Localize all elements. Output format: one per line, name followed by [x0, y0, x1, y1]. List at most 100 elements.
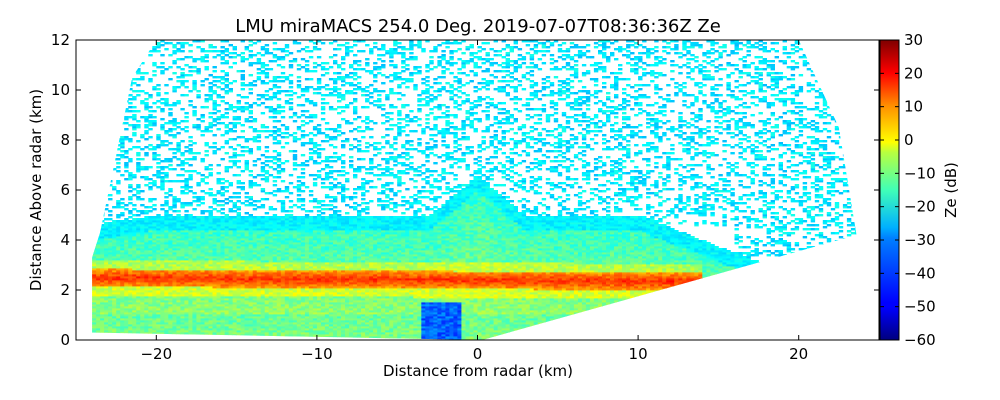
reflectivity-cell — [481, 312, 486, 315]
reflectivity-cell — [513, 304, 518, 307]
reflectivity-cell — [481, 306, 486, 309]
reflectivity-cell — [300, 320, 306, 323]
reflectivity-cell — [417, 322, 422, 325]
reflectivity-cell — [521, 330, 527, 333]
reflectivity-cell — [762, 330, 767, 333]
reflectivity-cell — [662, 310, 667, 313]
reflectivity-cell — [726, 290, 731, 293]
reflectivity-cell — [545, 322, 551, 325]
reflectivity-cell — [465, 304, 470, 307]
reflectivity-cell — [296, 322, 302, 325]
reflectivity-cell — [240, 284, 245, 287]
reflectivity-cell — [272, 328, 278, 331]
reflectivity-cell — [674, 318, 679, 321]
reflectivity-cell — [188, 294, 193, 297]
reflectivity-cell — [288, 316, 294, 319]
reflectivity-cell — [365, 288, 370, 291]
reflectivity-cell — [622, 304, 627, 307]
reflectivity-cell — [300, 328, 306, 331]
reflectivity-cell — [204, 294, 209, 297]
reflectivity-cell — [349, 284, 354, 287]
reflectivity-cell — [244, 322, 249, 325]
reflectivity-cell — [288, 320, 294, 323]
reflectivity-cell — [216, 332, 221, 335]
reflectivity-cell — [766, 316, 771, 319]
reflectivity-cell — [144, 308, 149, 311]
reflectivity-cell — [160, 296, 165, 299]
reflectivity-cell — [706, 284, 711, 287]
reflectivity-cell — [622, 292, 627, 295]
reflectivity-cell — [224, 318, 229, 321]
reflectivity-cell — [863, 300, 867, 302]
reflectivity-cell — [425, 336, 430, 339]
reflectivity-cell — [505, 296, 510, 299]
reflectivity-cell — [846, 334, 852, 337]
reflectivity-cell — [300, 312, 306, 315]
reflectivity-cell — [782, 328, 787, 331]
reflectivity-cell — [132, 334, 137, 337]
reflectivity-cell — [477, 292, 482, 295]
reflectivity-cell — [421, 322, 426, 325]
reflectivity-cell — [461, 294, 466, 297]
reflectivity-cell — [493, 320, 498, 323]
reflectivity-cell — [545, 300, 551, 303]
reflectivity-cell — [662, 324, 667, 327]
reflectivity-cell — [786, 312, 792, 315]
reflectivity-cell — [754, 336, 759, 339]
reflectivity-cell — [381, 320, 386, 323]
reflectivity-cell — [100, 290, 105, 293]
reflectivity-cell — [184, 312, 189, 315]
reflectivity-cell — [589, 294, 595, 297]
reflectivity-cell — [228, 304, 233, 307]
reflectivity-cell — [264, 310, 270, 313]
reflectivity-cell — [690, 324, 695, 327]
reflectivity-cell — [477, 318, 482, 321]
reflectivity-cell — [92, 316, 97, 319]
reflectivity-cell — [634, 286, 639, 289]
reflectivity-cell — [224, 282, 229, 285]
reflectivity-cell — [658, 288, 663, 291]
reflectivity-cell — [750, 284, 755, 287]
reflectivity-cell — [585, 330, 591, 333]
reflectivity-cell — [160, 284, 165, 287]
reflectivity-cell — [300, 304, 306, 307]
reflectivity-cell — [493, 306, 498, 309]
reflectivity-cell — [100, 302, 105, 305]
reflectivity-cell — [786, 326, 792, 329]
reflectivity-cell — [236, 314, 241, 317]
reflectivity-cell — [686, 310, 691, 313]
reflectivity-cell — [505, 318, 510, 321]
reflectivity-cell — [280, 314, 286, 317]
reflectivity-cell — [353, 324, 358, 327]
reflectivity-cell — [144, 306, 149, 309]
reflectivity-cell — [577, 324, 583, 327]
reflectivity-cell — [248, 332, 253, 335]
reflectivity-cell — [104, 294, 109, 297]
reflectivity-cell — [493, 302, 498, 305]
reflectivity-cell — [341, 312, 346, 315]
reflectivity-cell — [662, 314, 667, 317]
reflectivity-cell — [545, 298, 551, 301]
reflectivity-cell — [678, 336, 683, 339]
reflectivity-cell — [92, 324, 97, 327]
reflectivity-cell — [220, 298, 225, 301]
reflectivity-cell — [501, 284, 506, 287]
reflectivity-cell — [762, 312, 767, 315]
reflectivity-cell — [529, 312, 535, 315]
reflectivity-cell — [320, 330, 326, 333]
reflectivity-cell — [682, 312, 687, 315]
reflectivity-cell — [778, 296, 783, 299]
reflectivity-cell — [822, 288, 828, 291]
reflectivity-cell — [304, 300, 310, 303]
reflectivity-cell — [650, 314, 655, 317]
reflectivity-cell — [706, 300, 711, 303]
reflectivity-cell — [204, 326, 209, 329]
reflectivity-cell — [328, 318, 334, 321]
reflectivity-cell — [184, 288, 189, 291]
reflectivity-cell — [650, 296, 655, 299]
reflectivity-cell — [308, 328, 314, 331]
reflectivity-cell — [706, 332, 711, 335]
reflectivity-cell — [256, 306, 262, 309]
reflectivity-cell — [429, 298, 434, 301]
reflectivity-cell — [746, 296, 751, 299]
